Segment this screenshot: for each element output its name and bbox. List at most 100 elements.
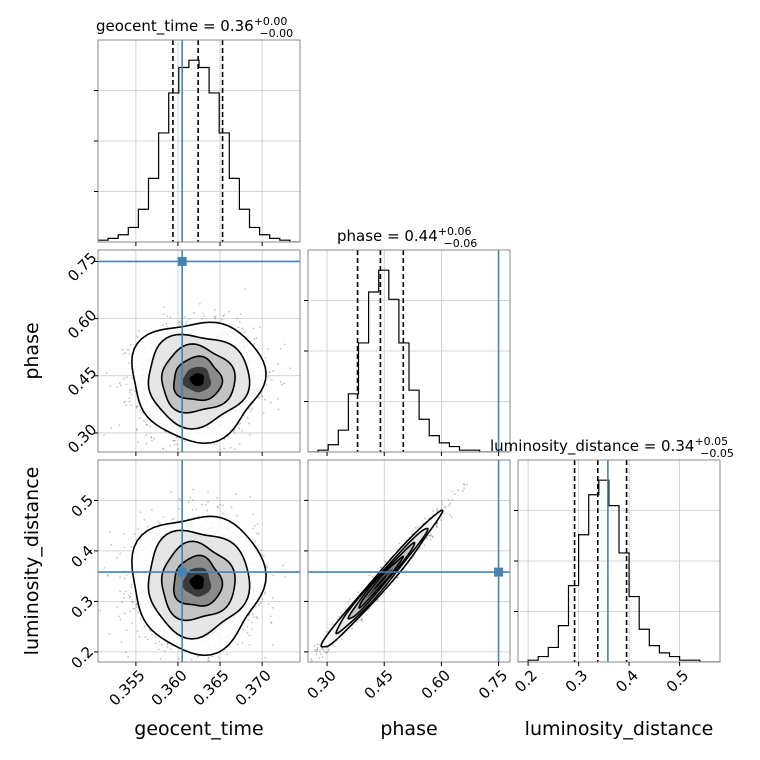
truth-marker [177, 567, 187, 577]
scatter-point [385, 561, 387, 564]
hist-panel-luminosity_distance [518, 460, 720, 662]
scatter-point [246, 632, 249, 634]
scatter-point [128, 397, 131, 400]
scatter-point [143, 518, 146, 521]
scatter-point [229, 446, 232, 449]
scatter-point [185, 320, 188, 323]
scatter-point [123, 377, 126, 380]
scatter-point [103, 567, 106, 569]
scatter-point [248, 643, 251, 646]
scatter-point [272, 574, 275, 576]
scatter-point [130, 377, 133, 379]
scatter-point [283, 343, 286, 346]
panel-frame [97, 459, 301, 663]
scatter-point [214, 317, 216, 320]
scatter-point [178, 498, 181, 500]
scatter-point [266, 565, 268, 568]
scatter-point [239, 422, 242, 425]
scatter-point [398, 542, 401, 545]
scatter-point [129, 610, 131, 613]
scatter-point [123, 577, 126, 580]
scatter-point [166, 325, 169, 328]
scatter-point [201, 503, 204, 506]
scatter-point [175, 436, 178, 439]
scatter-point [189, 496, 192, 499]
scatter-point [161, 643, 163, 646]
scatter-point [244, 331, 246, 333]
scatter-point [130, 585, 133, 588]
scatter-point [110, 543, 113, 546]
scatter-point [126, 348, 129, 351]
scatter-point [119, 552, 122, 555]
scatter-point [223, 314, 226, 317]
scatter-point [123, 612, 126, 615]
scatter-point [254, 540, 257, 543]
scatter-point [197, 655, 199, 658]
scatter-point [432, 510, 435, 513]
scatter-point [295, 675, 297, 677]
scatter-point [107, 573, 109, 576]
scatter-point [192, 488, 195, 491]
scatter-point [135, 406, 138, 409]
scatter-point [219, 448, 222, 451]
scatter-point [396, 576, 399, 579]
hist-panel-geocent_time [98, 40, 300, 242]
scatter-point [244, 288, 247, 291]
scatter-point [221, 512, 224, 515]
scatter-point [259, 602, 262, 605]
scatter-point [136, 336, 139, 339]
scatter-point [222, 315, 225, 318]
scatter-point [328, 648, 330, 651]
scatter-point [183, 316, 186, 318]
scatter-point [223, 454, 225, 456]
scatter-point [119, 590, 121, 593]
scatter-point [79, 366, 81, 368]
scatter-point [121, 348, 124, 351]
scatter-point [270, 622, 273, 624]
scatter-point [258, 397, 261, 399]
scatter-point [238, 443, 241, 446]
scatter-point [120, 641, 123, 643]
scatter-point [297, 674, 299, 676]
scatter-point [137, 611, 139, 614]
scatter-point [135, 603, 138, 606]
scatter-point [154, 636, 157, 639]
scatter-point [216, 505, 219, 508]
scatter-point [325, 651, 328, 654]
scatter-point [135, 606, 138, 608]
scatter-point [139, 618, 142, 620]
scatter-point [179, 499, 182, 502]
scatter-point [251, 527, 254, 530]
scatter-point [153, 437, 155, 440]
scatter-point [207, 491, 210, 494]
scatter-point [131, 622, 134, 625]
scatter-point [247, 618, 250, 621]
scatter-point [236, 458, 238, 460]
scatter-point [178, 507, 181, 510]
scatter-point [277, 408, 280, 411]
scatter-point [169, 316, 172, 319]
panel-title-phase: phase = 0.44+0.06 −0.06 [337, 225, 477, 250]
scatter-point [109, 531, 111, 534]
scatter-point [119, 576, 122, 579]
scatter-point [163, 650, 166, 653]
scatter-point [262, 412, 265, 414]
scatter-point [261, 395, 264, 398]
scatter-point [279, 348, 282, 350]
scatter-point [255, 532, 258, 535]
scatter-point [414, 527, 417, 529]
scatter-point [132, 602, 134, 604]
scatter-point [131, 600, 134, 603]
scatter-point [206, 509, 208, 512]
scatter-point [313, 644, 316, 647]
scatter-point [263, 592, 266, 595]
scatter-point [302, 673, 304, 675]
scatter-point [267, 371, 270, 373]
scatter-point [174, 439, 177, 442]
scatter-point [133, 533, 136, 536]
scatter-point [252, 343, 255, 345]
scatter-point [136, 405, 138, 408]
scatter-point [145, 442, 148, 445]
scatter-point [435, 509, 438, 512]
scatter-point [272, 644, 274, 647]
